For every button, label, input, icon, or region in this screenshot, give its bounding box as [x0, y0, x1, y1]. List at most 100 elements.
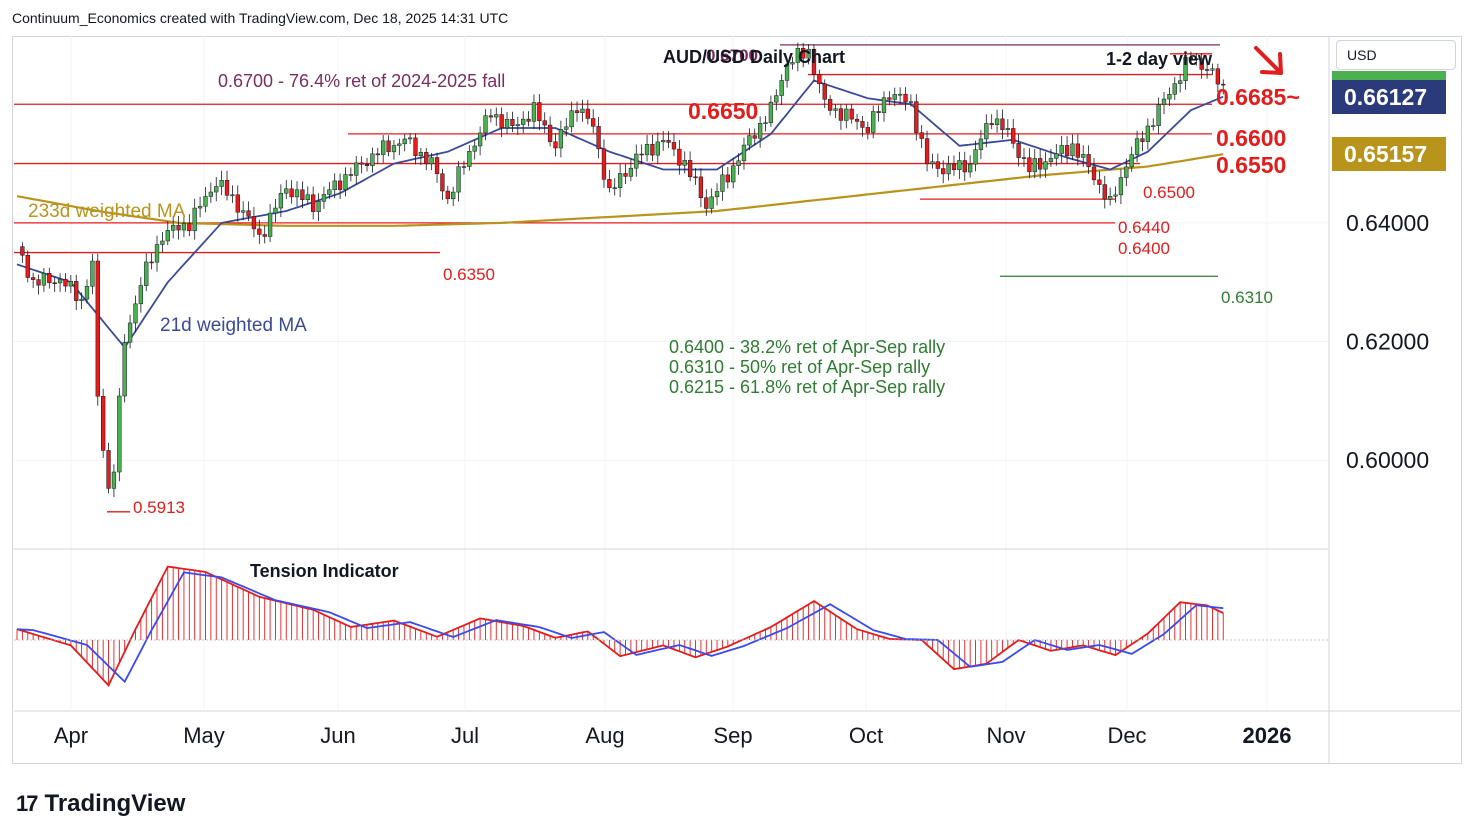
candle-body	[499, 114, 504, 129]
time-axis-label: 2026	[1243, 723, 1292, 748]
candle-body	[666, 140, 671, 143]
candle-body	[63, 278, 68, 287]
candle-body	[521, 118, 526, 125]
candle-body	[1102, 184, 1107, 200]
candle-body	[973, 149, 978, 165]
candle-body	[935, 161, 940, 169]
candle-body	[273, 207, 278, 214]
time-axis-label: Nov	[986, 723, 1025, 748]
candle-body	[1161, 98, 1167, 105]
candle-body	[257, 228, 262, 235]
candle-body	[494, 114, 499, 118]
candle-body	[930, 161, 935, 165]
price-tag-ma233: 0.65157	[1332, 137, 1446, 172]
candle-body	[413, 137, 418, 156]
candle-body	[1129, 154, 1134, 168]
candle-body	[300, 189, 305, 201]
candle-body	[768, 101, 774, 123]
candle-body	[1108, 195, 1113, 200]
candles	[20, 42, 1226, 498]
candle-body	[650, 144, 655, 156]
candle-body	[41, 273, 47, 286]
candle-body	[165, 230, 170, 242]
candle-body	[682, 160, 687, 166]
candle-body	[192, 207, 197, 232]
candle-body	[741, 144, 747, 162]
candle-body	[725, 174, 730, 183]
candle-body	[531, 102, 537, 122]
level-label-05913: 0.5913	[133, 498, 185, 517]
candle-body	[714, 191, 720, 198]
candle-body	[95, 260, 100, 397]
candle-body	[537, 102, 542, 121]
candle-body	[1081, 154, 1086, 158]
candle-body	[617, 173, 623, 188]
candle-body	[914, 101, 919, 133]
candle-body	[510, 119, 515, 126]
candle-body	[881, 97, 887, 113]
candle-body	[978, 138, 984, 150]
candle-body	[133, 303, 138, 324]
candle-body	[639, 153, 644, 156]
candle-body	[52, 282, 57, 285]
level-label-06500: 0.6500	[1143, 183, 1195, 202]
candle-body	[467, 150, 472, 167]
candle-body	[763, 122, 768, 124]
time-axis-label: Jun	[320, 723, 355, 748]
candle-body	[1097, 179, 1102, 185]
candle-body	[316, 201, 321, 212]
candle-body	[203, 196, 208, 207]
candle-body	[160, 240, 165, 245]
ma21-line	[16, 79, 1224, 350]
candle-body	[79, 298, 84, 301]
candle-body	[1016, 143, 1021, 158]
candle-body	[1113, 194, 1118, 197]
price-axis-label: 0.60000	[1346, 447, 1429, 473]
candle-body	[967, 163, 973, 173]
candle-body	[634, 153, 639, 169]
candle-body	[951, 163, 957, 170]
candle-body	[36, 279, 41, 286]
time-axis-label: Dec	[1107, 723, 1146, 748]
candle-body	[214, 186, 219, 193]
candle-body	[187, 223, 192, 232]
candle-body	[267, 212, 273, 237]
candle-body	[230, 194, 235, 197]
ma21-path	[16, 79, 1224, 350]
candle-body	[138, 285, 144, 305]
candle-body	[1145, 125, 1150, 142]
candle-body	[612, 187, 617, 189]
candle-body	[790, 62, 795, 65]
candle-body	[827, 99, 833, 111]
candle-body	[876, 111, 881, 113]
tradingview-logo-text: TradingView	[44, 790, 186, 817]
candle-body	[1118, 177, 1124, 196]
time-axis-label: Oct	[849, 723, 883, 748]
candle-body	[704, 197, 709, 209]
tradingview-logo[interactable]: 17 TradingView	[16, 790, 185, 818]
candle-body	[321, 194, 327, 202]
candle-body	[542, 120, 547, 126]
candle-body	[962, 160, 967, 173]
currency-button[interactable]: USD	[1336, 40, 1456, 70]
candle-body	[795, 47, 800, 63]
candle-body	[1178, 80, 1183, 84]
time-axis-label: Aug	[585, 723, 624, 748]
chart-canvas[interactable]: Apr May Jun Jul Aug Sep Oct Nov Dec 2026 0.64000 0.…	[0, 0, 1474, 790]
candle-body	[117, 395, 122, 473]
level-label-06400: 0.6400	[1118, 239, 1170, 258]
candle-body	[822, 83, 827, 100]
candle-body	[101, 395, 106, 451]
attribution-header: Continuum_Economics created with Trading…	[12, 10, 509, 26]
tradingview-logo-icon: 17	[16, 791, 39, 816]
candle-body	[31, 277, 36, 280]
candle-body	[854, 118, 860, 122]
candle-body	[311, 194, 316, 212]
candle-body	[849, 108, 854, 120]
candle-body	[429, 157, 434, 165]
candle-body	[1172, 83, 1177, 95]
candle-body	[989, 123, 994, 125]
candle-body	[1032, 158, 1037, 173]
candle-body	[402, 138, 407, 145]
candle-body	[833, 108, 838, 111]
